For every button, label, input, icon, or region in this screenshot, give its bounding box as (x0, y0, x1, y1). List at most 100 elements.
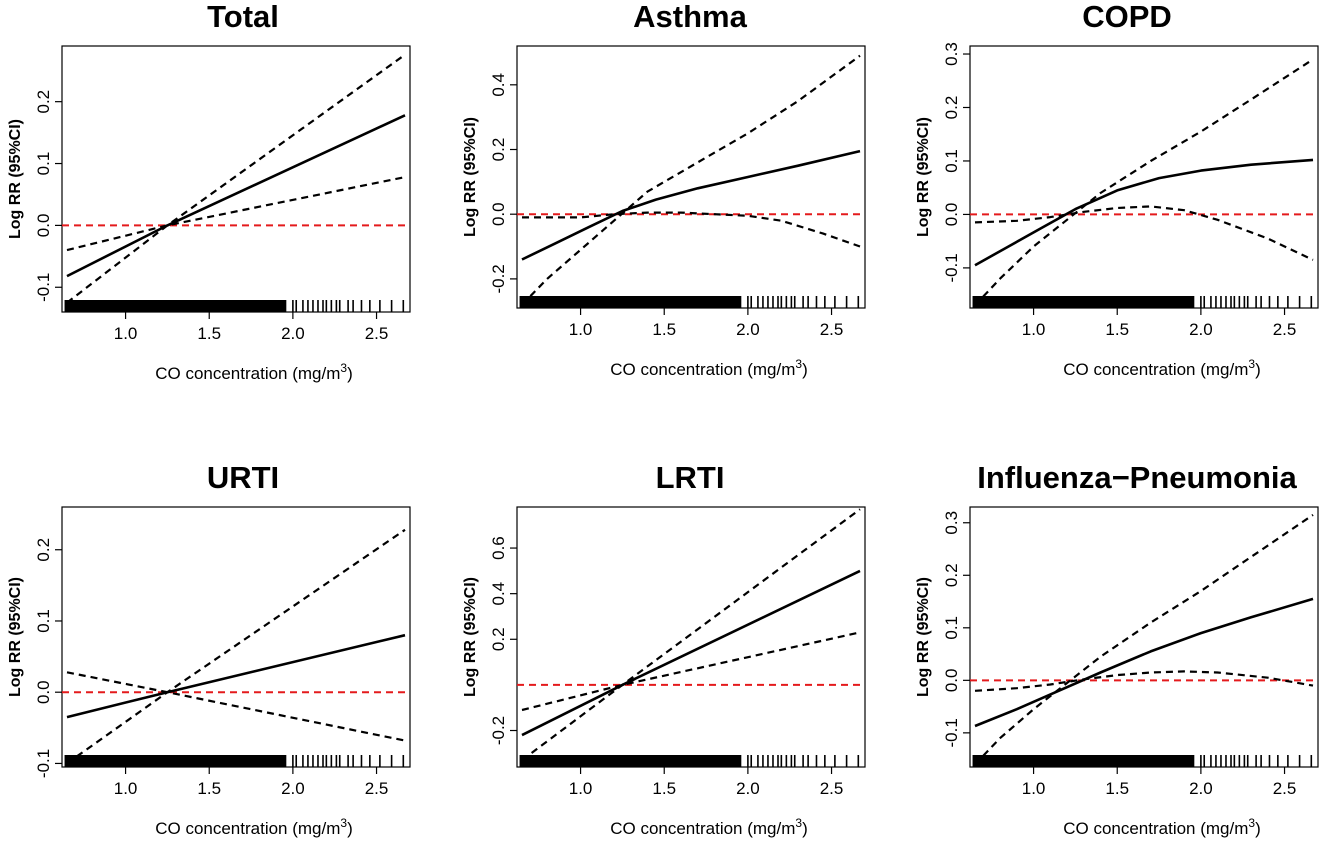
plot-frame (516, 506, 866, 768)
panel-total: Total -0.1 0.0 0.1 0.2 Log RR (95%CI) 1.0 1.5 2.… (7, 0, 411, 383)
y-tick-label: 0.4 (489, 73, 508, 97)
series-ci-line (66, 528, 406, 765)
y-tick-label: -0.2 (489, 716, 508, 745)
x-tick-label: 1.0 (114, 779, 138, 798)
x-tick-label: 2.5 (365, 324, 389, 343)
y-tick-label: 0.0 (942, 203, 961, 227)
panel-influenza-pneumonia: Influenza−Pneumonia -0.1 0.0 0.1 0.2 0.3 Log R… (915, 460, 1319, 838)
series-estimate-line (66, 633, 406, 719)
series-ci-line (974, 513, 1314, 766)
x-tick-label: 2.5 (820, 320, 844, 339)
x-axis-label: CO concentration (mg/m3) (155, 816, 353, 838)
y-tick-label: -0.1 (942, 718, 961, 747)
x-tick-label: 2.5 (1273, 779, 1297, 798)
x-tick-label: 1.5 (1105, 320, 1129, 339)
x-tick-label: 2.5 (365, 779, 389, 798)
panel-title: Total (207, 0, 279, 34)
y-tick-label: 0.1 (942, 616, 961, 640)
rug-marks (972, 755, 1313, 767)
y-tick-label: 0.6 (489, 536, 508, 560)
x-tick-label: 1.0 (114, 324, 138, 343)
panel-lrti: LRTI -0.2 0.2 0.4 0.6 Log RR (95%CI) 1.0 1.5 2.0… (462, 460, 866, 838)
plot-frame (61, 506, 411, 768)
x-tick-label: 2.0 (1189, 779, 1213, 798)
x-tick-label: 1.0 (1022, 320, 1046, 339)
plot-frame (61, 45, 411, 313)
x-axis-label: CO concentration (mg/m3) (1063, 816, 1261, 838)
y-tick-label: 0.2 (34, 538, 53, 562)
y-tick-label: 0.0 (489, 202, 508, 226)
x-tick-label: 2.0 (736, 779, 760, 798)
y-tick-label: 0.0 (942, 669, 961, 693)
series-ci-line (521, 631, 861, 712)
panel-title: Influenza−Pneumonia (977, 460, 1297, 495)
panel-asthma: Asthma -0.2 0.0 0.2 0.4 Log RR (95%CI) 1.0 1.5 2… (462, 0, 866, 379)
y-tick-label: 0.2 (942, 96, 961, 120)
y-tick-label: 0.3 (942, 42, 961, 66)
series-ci-line (974, 58, 1314, 307)
x-tick-label: 2.0 (281, 324, 305, 343)
x-tick-label: 1.5 (652, 779, 676, 798)
x-tick-label: 1.5 (1105, 779, 1129, 798)
panel-title: URTI (207, 460, 279, 495)
y-tick-label: 0.2 (489, 138, 508, 162)
x-tick-label: 2.5 (820, 779, 844, 798)
y-tick-label: 0.1 (34, 152, 53, 176)
rug-marks (519, 755, 860, 767)
rug-marks (519, 296, 860, 308)
x-axis-label: CO concentration (mg/m3) (610, 816, 808, 838)
y-tick-label: -0.1 (942, 253, 961, 282)
x-axis-label: CO concentration (mg/m3) (1063, 357, 1261, 379)
y-axis-label: Log RR (95%CI) (7, 577, 24, 697)
y-axis-label: Log RR (95%CI) (915, 577, 932, 697)
series-ci-line (522, 211, 861, 248)
y-tick-label: 0.2 (489, 627, 508, 651)
series-estimate-line (974, 597, 1314, 728)
x-tick-label: 1.0 (569, 779, 593, 798)
y-axis-label: Log RR (95%CI) (462, 577, 479, 697)
y-tick-label: 0.1 (34, 609, 53, 633)
panel-title: LRTI (656, 460, 725, 495)
y-axis-label: Log RR (95%CI) (915, 117, 932, 237)
y-tick-label: -0.1 (34, 273, 53, 302)
rug-marks (64, 755, 405, 767)
y-axis-label: Log RR (95%CI) (7, 119, 24, 239)
panel-copd: COPD -0.1 0.0 0.1 0.2 0.3 Log RR (95%CI) 1.0 1.5… (915, 0, 1319, 379)
series-ci-line (974, 670, 1314, 692)
x-tick-label: 1.0 (569, 320, 593, 339)
y-tick-label: 0.2 (942, 563, 961, 587)
series-ci-line (66, 176, 406, 252)
series-ci-line (66, 671, 406, 742)
series-estimate-line (521, 569, 861, 737)
x-tick-label: 1.5 (197, 779, 221, 798)
panel-title: Asthma (633, 0, 747, 34)
panel-urti: URTI -0.1 0.0 0.1 0.2 Log RR (95%CI) 1.0 1.5 2.0… (7, 460, 411, 838)
y-axis-label: Log RR (95%CI) (462, 117, 479, 237)
rug-marks (64, 300, 405, 312)
series-ci-line (66, 53, 406, 304)
x-tick-label: 2.5 (1273, 320, 1297, 339)
plot-frame (516, 45, 866, 309)
x-axis-label: CO concentration (mg/m3) (610, 357, 808, 379)
series-ci-line (521, 54, 861, 306)
y-tick-label: 0.4 (489, 582, 508, 606)
x-tick-label: 1.5 (197, 324, 221, 343)
x-tick-label: 1.0 (1022, 779, 1046, 798)
rug-marks (972, 296, 1313, 308)
x-tick-label: 2.0 (281, 779, 305, 798)
plot-frame (969, 45, 1319, 309)
y-tick-label: -0.2 (489, 264, 508, 293)
x-axis-label: CO concentration (mg/m3) (155, 361, 353, 383)
panel-title: COPD (1082, 0, 1172, 34)
y-tick-label: 0.0 (34, 214, 53, 238)
series-ci-line (521, 508, 861, 762)
x-tick-label: 1.5 (652, 320, 676, 339)
x-tick-label: 2.0 (736, 320, 760, 339)
y-tick-label: -0.1 (34, 749, 53, 778)
y-tick-label: 0.1 (942, 149, 961, 173)
y-tick-label: 0.0 (34, 680, 53, 704)
x-tick-label: 2.0 (1189, 320, 1213, 339)
series-estimate-line (974, 158, 1314, 267)
series-estimate-line (66, 114, 406, 278)
series-ci-line (974, 205, 1314, 261)
